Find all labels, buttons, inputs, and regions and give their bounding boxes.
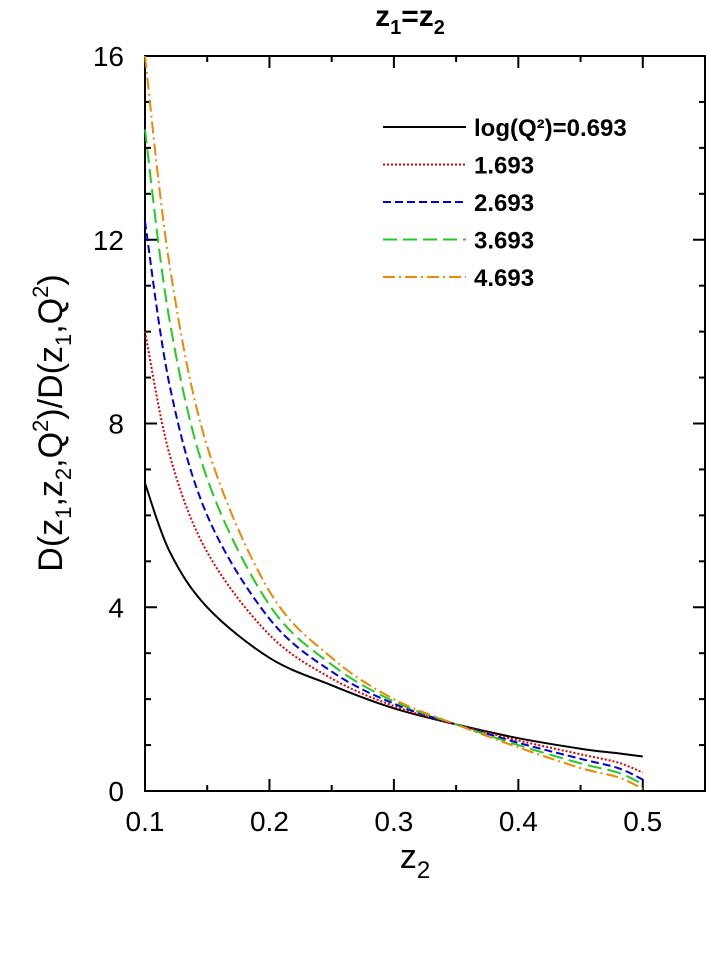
- y-tick-label: 16: [93, 41, 124, 72]
- series-line-2: [144, 331, 644, 774]
- series-lines: [144, 55, 644, 790]
- legend-label: 2.693: [474, 190, 534, 217]
- legend-label: log(Q²)=0.693: [474, 115, 627, 142]
- plot-frame: [144, 55, 706, 792]
- y-axis-title: D(z1,z2,Q2)/D(z1,Q2): [28, 274, 76, 571]
- series-line-1: [144, 482, 643, 758]
- series-line-3: [144, 221, 644, 781]
- legend: log(Q²)=0.693 1.693 2.693 3.693 4.693: [383, 115, 627, 292]
- x-tick-label: 0.4: [499, 806, 538, 837]
- legend-label: 1.693: [474, 153, 534, 180]
- x-tick-label: 0.3: [374, 806, 413, 837]
- tick-marks: [144, 55, 706, 792]
- series-line-4: [144, 129, 644, 786]
- y-tick-label: 12: [93, 225, 124, 256]
- chart-title: z1=z2: [375, 0, 445, 39]
- y-tick-label: 8: [108, 409, 124, 440]
- tick-labels: 0.1 0.2 0.3 0.4 0.5 0 4 8 12 16: [93, 41, 662, 837]
- x-tick-label: 0.2: [250, 806, 289, 837]
- x-tick-label: 0.1: [126, 806, 165, 837]
- legend-label: 4.693: [474, 265, 534, 292]
- series-line-5: [144, 55, 644, 790]
- x-axis-title: z2: [400, 838, 430, 884]
- x-tick-label: 0.5: [623, 806, 662, 837]
- y-tick-label: 0: [108, 776, 124, 807]
- y-tick-label: 4: [108, 592, 124, 623]
- legend-label: 3.693: [474, 228, 534, 255]
